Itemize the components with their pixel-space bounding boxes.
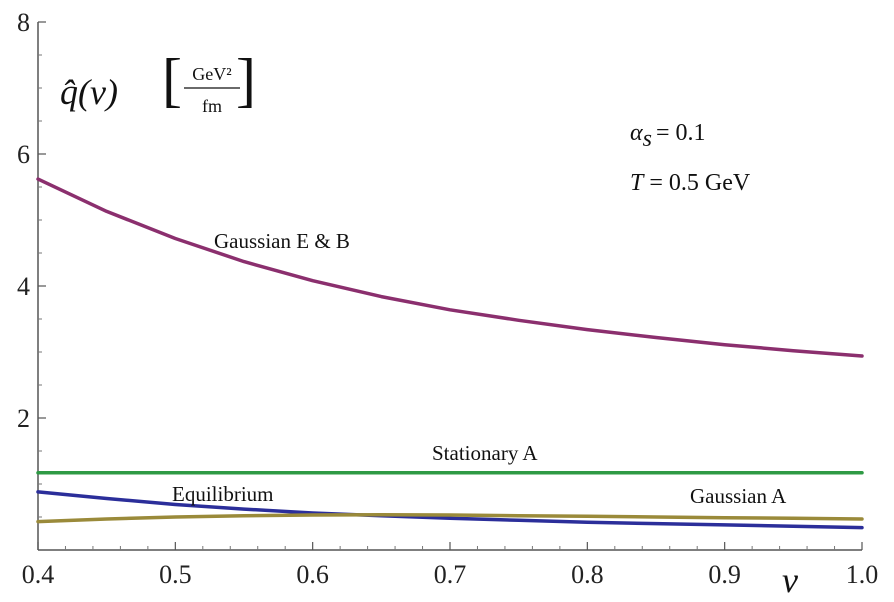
parameter-annotations: αs = 0.1 T = 0.5 GeV bbox=[630, 120, 751, 196]
label-gaussian-eb: Gaussian E & B bbox=[214, 229, 350, 253]
ticks: 0.4 0.5 0.6 0.7 0.8 0.9 1.0 2 4 6 8 bbox=[17, 8, 878, 589]
series-labels: Gaussian E & B Stationary A Equilibrium … bbox=[172, 229, 787, 508]
label-gaussian-a: Gaussian A bbox=[690, 484, 787, 508]
x-tick-label: 0.7 bbox=[434, 560, 467, 589]
y-tick-label: 4 bbox=[17, 272, 30, 301]
x-tick-label: 0.4 bbox=[22, 560, 55, 589]
x-tick-label: 0.9 bbox=[708, 560, 741, 589]
series-line-gaussian-a bbox=[36, 512, 864, 524]
x-tick-label: 1.0 bbox=[846, 560, 879, 589]
unit-denominator: fm bbox=[202, 96, 222, 116]
label-equilibrium: Equilibrium bbox=[172, 482, 274, 506]
series-lines bbox=[36, 177, 864, 530]
y-tick-label: 2 bbox=[17, 404, 30, 433]
alpha-symbol: α bbox=[630, 120, 643, 146]
alpha-subscript: s bbox=[643, 126, 652, 152]
series-line-equilibrium bbox=[36, 490, 864, 530]
unit-bracket-right: ] bbox=[236, 47, 256, 113]
y-tick-label: 6 bbox=[17, 140, 30, 169]
y-tick-label: 8 bbox=[17, 8, 30, 37]
y-axis-title: q̂(v) [ GeV² fm ] bbox=[60, 47, 256, 116]
series-line-gaussian-e-b bbox=[36, 177, 864, 358]
annotation-temperature: T = 0.5 GeV bbox=[630, 170, 751, 196]
x-tick-label: 0.5 bbox=[159, 560, 192, 589]
annotation-alpha: αs = 0.1 bbox=[630, 120, 706, 152]
x-axis-label: v bbox=[782, 560, 798, 600]
unit-numerator: GeV² bbox=[192, 64, 231, 84]
label-stationary-a: Stationary A bbox=[432, 441, 538, 465]
unit-bracket-left: [ bbox=[162, 47, 182, 113]
alpha-value: = 0.1 bbox=[656, 120, 706, 146]
x-tick-label: 0.6 bbox=[296, 560, 329, 589]
x-tick-label: 0.8 bbox=[571, 560, 604, 589]
temp-symbol: T bbox=[630, 170, 645, 196]
temp-value: = 0.5 GeV bbox=[649, 170, 751, 196]
y-axis-label: q̂(v) bbox=[60, 72, 118, 112]
